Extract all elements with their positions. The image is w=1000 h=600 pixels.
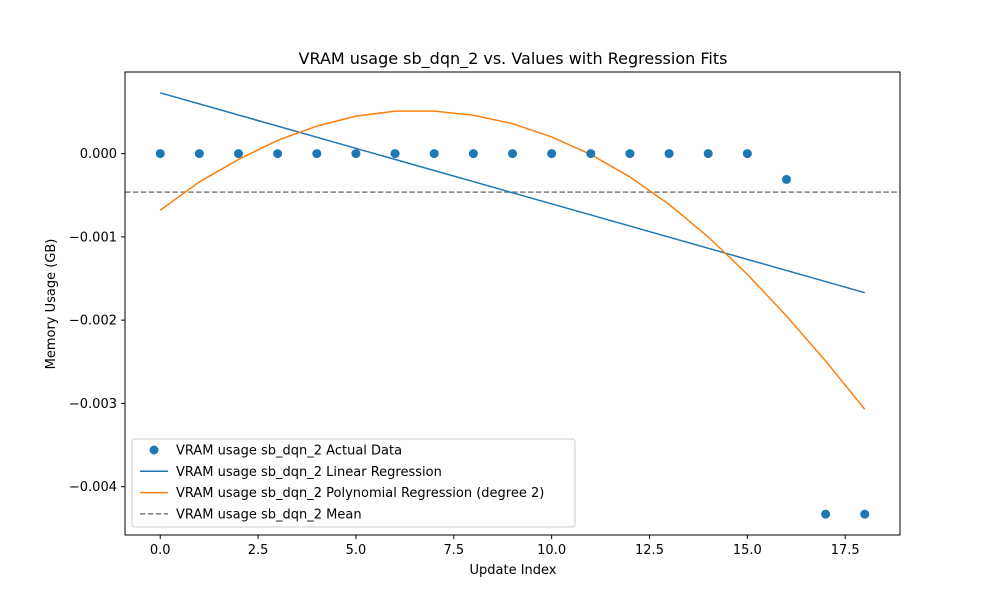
linear-regression-line bbox=[160, 92, 865, 294]
data-point bbox=[429, 149, 439, 159]
data-point bbox=[781, 174, 791, 184]
data-point bbox=[390, 149, 400, 159]
data-point bbox=[742, 149, 752, 159]
data-point bbox=[860, 509, 870, 519]
y-tick-label: −0.001 bbox=[69, 230, 117, 245]
data-point bbox=[547, 149, 557, 159]
y-tick-label: 0.000 bbox=[80, 147, 117, 162]
data-point bbox=[312, 149, 322, 159]
legend-label: VRAM usage sb_dqn_2 Polynomial Regressio… bbox=[176, 486, 544, 501]
x-tick-label: 2.5 bbox=[248, 543, 269, 558]
x-tick-label: 17.5 bbox=[831, 543, 860, 558]
y-tick-label: −0.003 bbox=[69, 397, 117, 412]
x-axis-title: Update Index bbox=[469, 563, 556, 578]
legend: VRAM usage sb_dqn_2 Actual Data VRAM usag… bbox=[131, 438, 576, 528]
y-tick-label: −0.002 bbox=[69, 314, 117, 329]
data-point bbox=[586, 149, 596, 159]
x-tick-label: 15.0 bbox=[733, 543, 762, 558]
legend-marker-actual bbox=[149, 445, 159, 455]
axes-frame bbox=[124, 71, 901, 536]
polynomial-regression-line bbox=[159, 110, 866, 410]
data-point bbox=[821, 509, 831, 519]
data-point bbox=[351, 149, 361, 159]
data-point bbox=[468, 149, 478, 159]
legend-label: VRAM usage sb_dqn_2 Mean bbox=[176, 507, 362, 522]
data-point bbox=[508, 149, 517, 159]
legend-box bbox=[131, 438, 576, 528]
data-point bbox=[625, 149, 635, 159]
x-tick-label: 5.0 bbox=[346, 543, 367, 558]
data-point bbox=[273, 149, 283, 159]
y-axis-title: Memory Usage (GB) bbox=[44, 239, 59, 370]
x-tick-label: 12.5 bbox=[635, 543, 664, 558]
x-tick-label: 0.0 bbox=[150, 543, 171, 558]
data-point bbox=[664, 149, 674, 159]
chart-title: VRAM usage sb_dqn_2 vs. Values with Regr… bbox=[299, 49, 728, 69]
axes: 0.0 2.5 5.0 7.5 10.0 12.5 15.0 17.5 0.000 −0.001 −… bbox=[69, 71, 901, 558]
data-point bbox=[155, 149, 165, 159]
x-tick-label: 10.0 bbox=[537, 543, 566, 558]
legend-label: VRAM usage sb_dqn_2 Linear Regression bbox=[176, 465, 442, 480]
x-tick-label: 7.5 bbox=[443, 543, 464, 558]
legend-label: VRAM usage sb_dqn_2 Actual Data bbox=[176, 444, 402, 459]
data-point bbox=[234, 149, 244, 159]
data-point bbox=[703, 149, 713, 159]
data-point bbox=[194, 149, 204, 159]
y-tick-label: −0.004 bbox=[69, 480, 117, 495]
